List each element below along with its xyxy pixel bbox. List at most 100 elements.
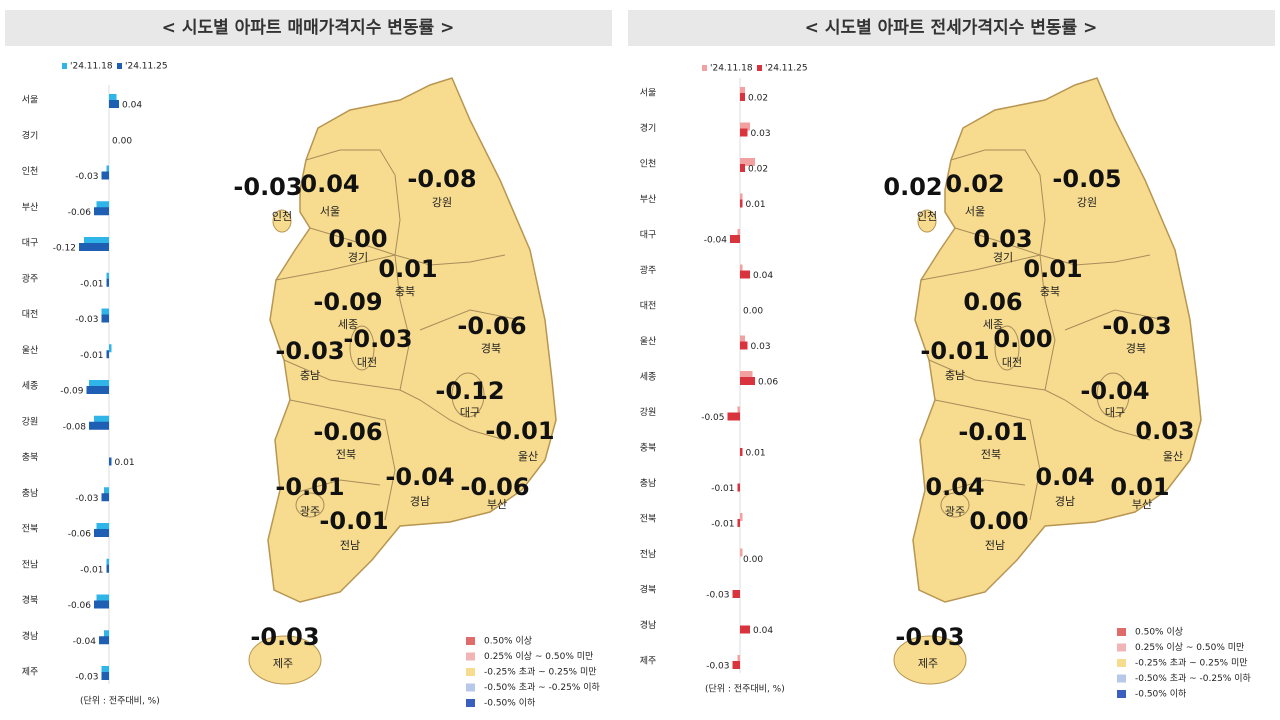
bar bbox=[109, 94, 117, 102]
region-name: 경기 bbox=[993, 251, 1013, 264]
bar bbox=[106, 165, 109, 174]
region-border bbox=[1039, 254, 1056, 391]
bar bbox=[101, 666, 109, 674]
value-label: -0.06 bbox=[68, 208, 92, 218]
value-label: 0.02 bbox=[748, 94, 768, 104]
category-label: 강원 bbox=[22, 416, 39, 427]
region-name: 광주 bbox=[945, 505, 965, 518]
region-name: 경북 bbox=[481, 342, 501, 355]
region-name: 경북 bbox=[1126, 342, 1146, 355]
region-name: 광주 bbox=[300, 505, 320, 518]
region-value: -0.09 bbox=[313, 288, 382, 316]
category-label: 경북 bbox=[640, 584, 657, 596]
legend-swatch bbox=[466, 652, 475, 661]
bar bbox=[84, 237, 109, 245]
region-value: -0.04 bbox=[1080, 377, 1149, 405]
bar bbox=[740, 371, 753, 379]
bar bbox=[101, 314, 109, 323]
category-label: 충북 bbox=[22, 452, 39, 463]
region-value: -0.01 bbox=[920, 337, 989, 365]
region-border bbox=[275, 254, 396, 281]
region-value: -0.06 bbox=[460, 473, 529, 501]
bar bbox=[727, 412, 740, 421]
value-label: -0.01 bbox=[80, 279, 103, 289]
legend-swatch bbox=[757, 65, 762, 71]
region-value: 0.00 bbox=[993, 325, 1052, 353]
region-name: 전북 bbox=[981, 448, 1001, 461]
bar bbox=[101, 171, 109, 180]
region-name: 강원 bbox=[1077, 196, 1097, 209]
legend-label: 0.50% 이상 bbox=[1135, 627, 1183, 638]
region-name: 서울 bbox=[320, 205, 340, 218]
region-value: -0.06 bbox=[457, 312, 526, 340]
value-label: -0.12 bbox=[53, 244, 76, 254]
region-value: -0.05 bbox=[1052, 165, 1121, 193]
bar bbox=[109, 457, 112, 466]
bar bbox=[86, 386, 109, 394]
bar bbox=[740, 122, 750, 131]
bar bbox=[740, 158, 755, 166]
region-name: 충남 bbox=[945, 369, 965, 382]
region-name: 경남 bbox=[1055, 495, 1075, 508]
category-label: 경남 bbox=[22, 630, 39, 642]
bar bbox=[740, 199, 743, 208]
panel-title: < 시도별 아파트 전세가격지수 변동률 > bbox=[805, 18, 1098, 38]
bar bbox=[740, 93, 745, 101]
region-name: 전남 bbox=[985, 539, 1005, 552]
category-label: 세종 bbox=[22, 381, 39, 392]
bar bbox=[740, 164, 745, 172]
map: 0.02서울0.03경기0.02인천0.01부산-0.04대구0.04광주0.0… bbox=[883, 77, 1202, 685]
region-name: 부산 bbox=[487, 498, 507, 511]
value-label: 0.06 bbox=[758, 378, 778, 388]
region-value: 0.02 bbox=[945, 170, 1004, 198]
region-value: -0.04 bbox=[385, 463, 454, 491]
legend-label: '24.11.18 bbox=[710, 64, 753, 74]
category-label: 전북 bbox=[640, 514, 657, 525]
region-value: -0.01 bbox=[958, 418, 1027, 446]
value-label: 0.03 bbox=[751, 342, 771, 352]
category-label: 광주 bbox=[640, 264, 657, 276]
region-value: -0.03 bbox=[250, 623, 319, 651]
bar bbox=[737, 229, 740, 237]
bar bbox=[740, 128, 748, 137]
region-border bbox=[297, 479, 381, 493]
bar bbox=[737, 655, 740, 663]
category-label: 광주 bbox=[22, 272, 39, 284]
bar bbox=[740, 87, 745, 95]
value-label: -0.01 bbox=[80, 351, 103, 361]
region-border bbox=[950, 149, 1046, 256]
bar bbox=[104, 630, 109, 639]
legend-label: -0.50% 초과 ~ -0.25% 이하 bbox=[1135, 673, 1252, 684]
legend-swatch bbox=[466, 699, 475, 707]
region-border bbox=[942, 479, 1026, 493]
legend-label: '24.11.18 bbox=[70, 62, 113, 72]
bar bbox=[96, 594, 109, 603]
value-label: 0.00 bbox=[743, 555, 763, 565]
bar bbox=[96, 523, 109, 531]
region-outline bbox=[451, 372, 485, 418]
region-border bbox=[954, 227, 1151, 266]
region-value: 0.00 bbox=[969, 507, 1028, 535]
value-label: 0.01 bbox=[115, 458, 135, 468]
map-outline bbox=[912, 77, 1202, 603]
category-label: 제주 bbox=[22, 667, 39, 678]
bar bbox=[94, 600, 109, 609]
bar bbox=[104, 487, 109, 496]
value-label: -0.06 bbox=[68, 601, 92, 611]
category-label: 인천 bbox=[640, 159, 657, 170]
legend-swatch bbox=[466, 683, 475, 692]
category-label: 전북 bbox=[22, 524, 39, 535]
bar bbox=[732, 590, 740, 598]
value-label: -0.08 bbox=[63, 422, 87, 432]
island bbox=[248, 635, 322, 685]
region-value: -0.01 bbox=[319, 507, 388, 535]
region-name: 전남 bbox=[340, 539, 360, 552]
category-label: 충북 bbox=[640, 443, 657, 454]
region-name: 인천 bbox=[917, 209, 937, 223]
value-label: -0.04 bbox=[704, 236, 728, 246]
region-value: 0.04 bbox=[925, 473, 984, 501]
legend-label: -0.50% 이하 bbox=[484, 698, 536, 709]
category-label: 부산 bbox=[640, 194, 657, 205]
category-label: 대전 bbox=[640, 301, 657, 312]
